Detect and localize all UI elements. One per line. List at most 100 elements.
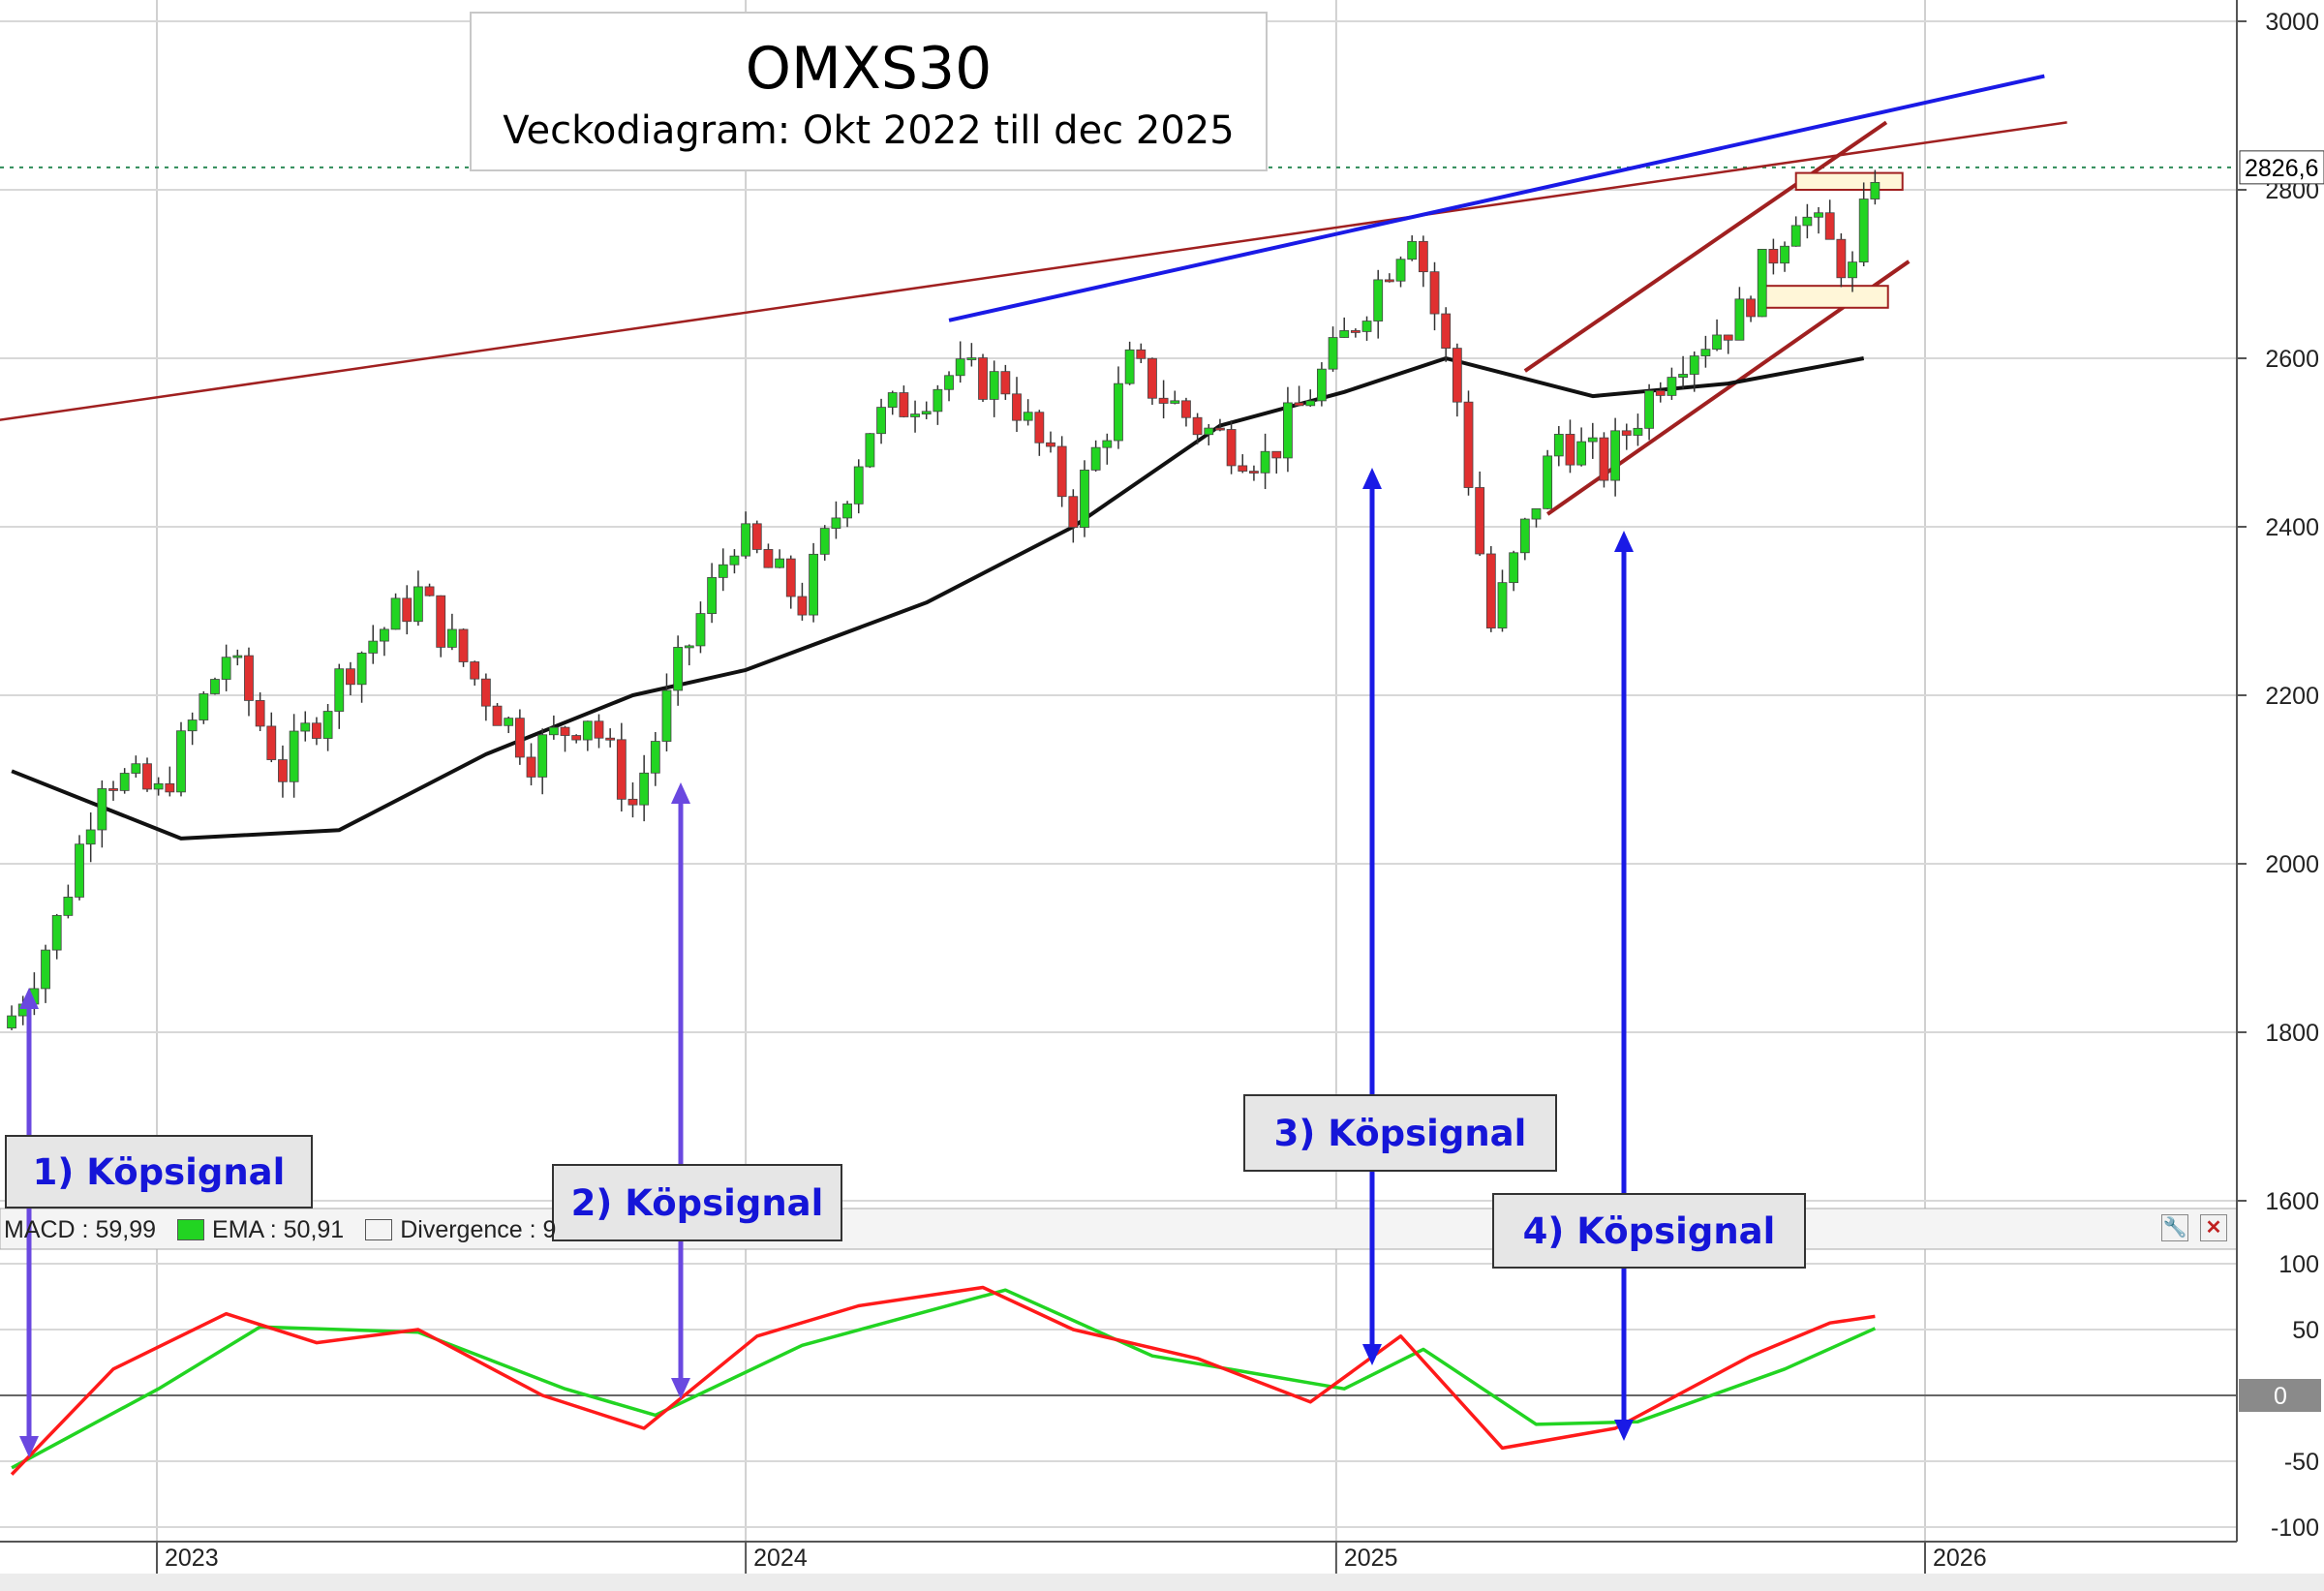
candle-body xyxy=(390,597,401,630)
candle-body xyxy=(548,726,559,736)
candle-body xyxy=(1531,507,1542,520)
candle-body xyxy=(684,645,694,649)
candle-body xyxy=(560,726,570,736)
candle-body xyxy=(673,647,684,691)
candle-body xyxy=(1599,437,1609,481)
candle-body xyxy=(1723,334,1733,341)
macd-tick-label: 100 xyxy=(2278,1251,2319,1278)
candle-body xyxy=(1543,455,1553,509)
candle-body xyxy=(1350,330,1361,333)
x-tick-label: 2023 xyxy=(165,1545,219,1572)
candle-body xyxy=(978,357,988,400)
x-tick-label: 2025 xyxy=(1344,1545,1398,1572)
candle-body xyxy=(255,700,265,727)
y-tick-label: 2600 xyxy=(2265,346,2319,373)
candle-body xyxy=(210,679,220,694)
candle-body xyxy=(763,549,774,568)
candle-body xyxy=(1238,465,1248,472)
candle-body xyxy=(312,722,321,739)
candle-body xyxy=(504,718,514,726)
candle-body xyxy=(7,1015,16,1029)
candle-body xyxy=(1452,348,1462,403)
candle-body xyxy=(1790,225,1801,247)
support-box xyxy=(1760,285,1889,309)
candle-body xyxy=(1870,181,1881,199)
candle-body xyxy=(785,558,796,597)
zero-label-bg xyxy=(2239,1379,2321,1412)
candle-body xyxy=(1576,441,1587,466)
candle-body xyxy=(1305,400,1316,407)
candle-body xyxy=(300,722,311,732)
candle-body xyxy=(1215,427,1225,431)
macd-tick-label: 50 xyxy=(2292,1317,2319,1344)
candle-body xyxy=(1249,471,1259,474)
signal-label-4: 4) Köpsignal xyxy=(1492,1193,1806,1269)
signal-label-3: 3) Köpsignal xyxy=(1243,1094,1557,1172)
candle-body xyxy=(571,735,582,741)
chart-title: OMXS30 xyxy=(745,35,993,103)
candle-body xyxy=(1328,337,1338,370)
signal-arrows xyxy=(19,468,1634,1457)
candle-body xyxy=(537,734,548,778)
candle-body xyxy=(1226,429,1237,467)
candle-body xyxy=(424,586,435,597)
candle-body xyxy=(199,693,209,720)
candle-body xyxy=(876,407,886,435)
candle-body xyxy=(1090,446,1101,471)
candle-body xyxy=(707,576,718,614)
candle-body xyxy=(1734,298,1745,341)
candle-body xyxy=(470,661,480,680)
candle-body xyxy=(1361,321,1372,332)
signal-arrow-4-head-top xyxy=(1614,531,1634,552)
candle-body xyxy=(1260,450,1270,474)
candle-body xyxy=(582,720,593,741)
candle-body xyxy=(356,653,367,686)
candle-body xyxy=(153,782,164,790)
candle-body xyxy=(831,517,841,529)
candle-body xyxy=(119,773,130,791)
last-value-label: 2826,6 xyxy=(2245,155,2318,182)
macd-legend-value: MACD : 59,99 xyxy=(4,1215,157,1243)
candle-body xyxy=(1373,279,1384,321)
candle-body xyxy=(244,655,254,701)
close-panel-icon[interactable]: ✕ xyxy=(2200,1214,2227,1241)
candle-body xyxy=(842,503,852,519)
candle-body xyxy=(1136,349,1147,359)
candle-body xyxy=(887,392,898,408)
signal-arrow-2-head-bottom xyxy=(671,1378,690,1399)
ema-swatch xyxy=(177,1219,205,1240)
candle-body xyxy=(1621,430,1632,436)
candle-body xyxy=(1316,368,1327,402)
candle-body xyxy=(1712,334,1722,351)
candle-body xyxy=(346,668,355,686)
candle-body xyxy=(289,730,299,782)
candle-body xyxy=(899,392,909,417)
candle-body xyxy=(1475,487,1485,555)
candle-body xyxy=(1023,412,1033,421)
candle-body xyxy=(1418,240,1428,273)
y-tick-label: 2200 xyxy=(2265,683,2319,710)
candle-body xyxy=(1746,298,1756,318)
candle-body xyxy=(910,413,920,417)
candle-body xyxy=(1802,216,1813,227)
macd-tick-label: -50 xyxy=(2284,1449,2319,1476)
trend-lines xyxy=(0,74,2067,516)
candle-body xyxy=(514,718,525,758)
candle-body xyxy=(1395,259,1406,282)
candle-body xyxy=(1565,434,1575,466)
candle-body xyxy=(97,788,107,831)
wrench-icon[interactable]: 🔧 xyxy=(2161,1214,2188,1241)
chart-subtitle: Veckodiagram: Okt 2022 till dec 2025 xyxy=(503,108,1235,153)
candle-body xyxy=(1204,427,1214,436)
candle-body xyxy=(1757,249,1767,318)
candle-body xyxy=(1429,271,1440,315)
macd-layer xyxy=(10,1285,1877,1476)
candle-body xyxy=(413,586,423,623)
candle-body xyxy=(1587,437,1598,443)
signal-arrow-1-head-bottom xyxy=(19,1436,39,1457)
signal-arrow-3-head-bottom xyxy=(1362,1344,1382,1365)
candle-body xyxy=(661,689,672,742)
candle-body xyxy=(480,678,491,707)
candle-body xyxy=(989,371,999,400)
